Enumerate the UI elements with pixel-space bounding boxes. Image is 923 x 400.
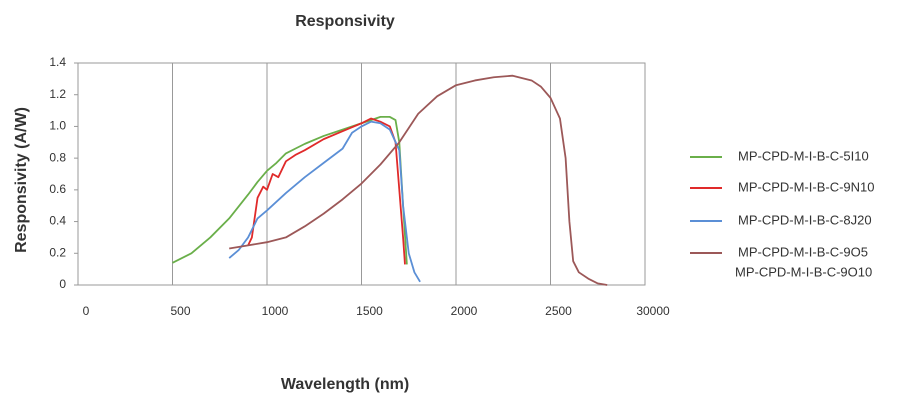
series-line bbox=[229, 74, 608, 286]
x-tick-label: 0 bbox=[83, 304, 90, 318]
x-tick-label: 1000 bbox=[262, 304, 289, 318]
series-line bbox=[228, 120, 421, 283]
legend-label: MP-CPD-M-I-B-C-8J20 bbox=[738, 212, 872, 227]
chart-title: Responsivity bbox=[295, 13, 395, 30]
y-tick-label: 0.4 bbox=[49, 214, 66, 228]
x-tick-label: 1500 bbox=[356, 304, 383, 318]
y-tick-label: 0.2 bbox=[49, 245, 66, 259]
y-tick-label: 0 bbox=[59, 277, 66, 291]
y-tick-label: 1.4 bbox=[49, 55, 66, 69]
y-tick-label: 0.8 bbox=[49, 150, 66, 164]
x-tick-label: 2500 bbox=[545, 304, 572, 318]
y-tick-label: 1.2 bbox=[49, 87, 66, 101]
y-axis-label: Responsivity (A/W) bbox=[13, 107, 30, 253]
legend-label: MP-CPD-M-I-B-C-9O10 bbox=[735, 264, 872, 279]
series-line bbox=[247, 117, 406, 265]
x-axis-label: Wavelength (nm) bbox=[281, 376, 409, 393]
y-tick-label: 1.0 bbox=[49, 119, 66, 133]
series-line bbox=[172, 116, 408, 265]
y-tick-label: 0.6 bbox=[49, 182, 66, 196]
legend-label: MP-CPD-M-I-B-C-9O5 bbox=[738, 244, 868, 259]
legend-label: MP-CPD-M-I-B-C-5I10 bbox=[738, 148, 869, 163]
x-tick-label: 500 bbox=[170, 304, 190, 318]
legend-label: MP-CPD-M-I-B-C-9N10 bbox=[738, 179, 875, 194]
x-tick-label: 30000 bbox=[636, 304, 670, 318]
x-tick-label: 2000 bbox=[451, 304, 478, 318]
